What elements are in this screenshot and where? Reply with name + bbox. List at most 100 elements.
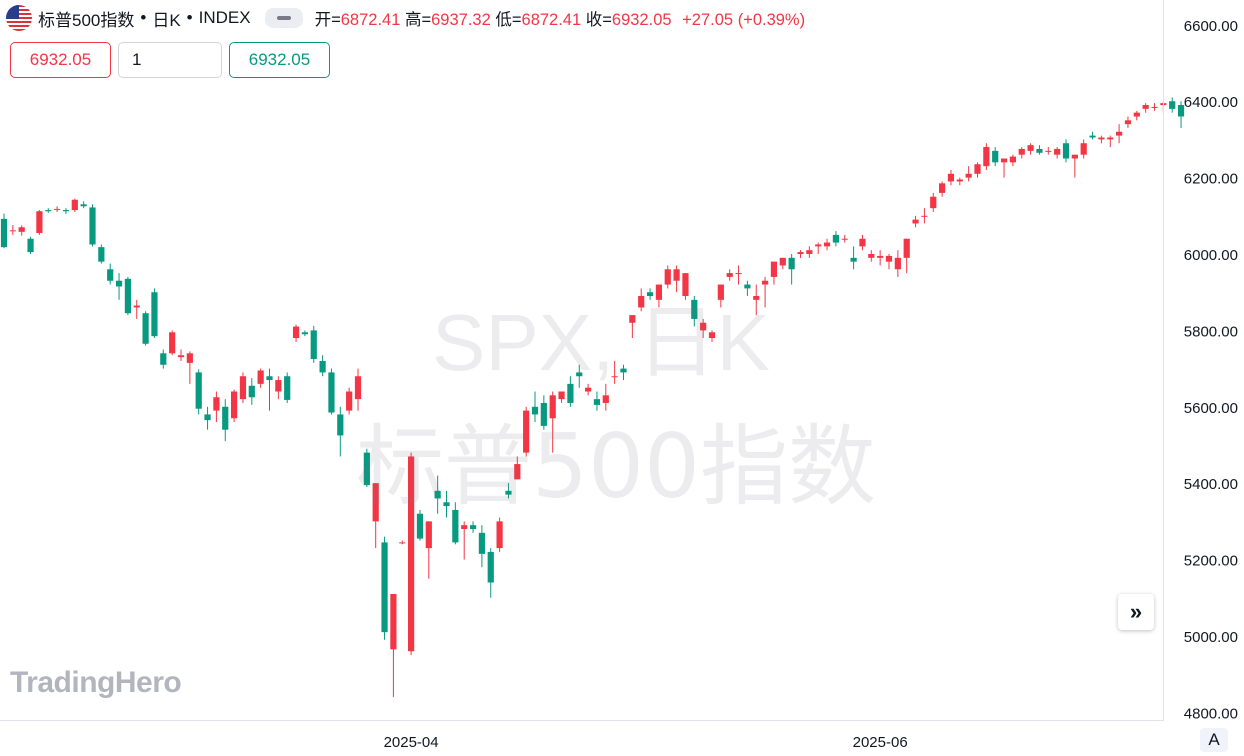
candle-body [823, 242, 831, 247]
candle-body [921, 215, 928, 217]
candle-body [18, 227, 25, 232]
candle-body [930, 196, 937, 209]
candle-body [399, 542, 406, 544]
candle-body [859, 238, 866, 247]
candle-body [523, 410, 530, 453]
candle-body [664, 269, 671, 285]
candle-body [505, 490, 512, 495]
candle-body [514, 464, 521, 480]
candle-body [726, 273, 733, 277]
ohlc-legend: 开=6872.41 高=6937.32 低=6872.41 收=6932.05 … [315, 6, 806, 30]
candle-body [832, 234, 839, 243]
minus-icon [276, 16, 291, 20]
candle-body [744, 284, 751, 289]
candle-body [806, 250, 813, 255]
candle-body [275, 380, 282, 392]
candle-body [1142, 105, 1149, 109]
candle-body [292, 326, 300, 339]
double-chevron-right-icon: » [1129, 599, 1143, 624]
candle-body [540, 402, 547, 426]
candle-body [1036, 148, 1043, 153]
candle-body [284, 376, 291, 400]
candle-body [762, 280, 769, 285]
candle-body [797, 252, 804, 255]
candle-body [443, 502, 450, 507]
candle-body [894, 257, 901, 270]
price-tick-label: 6000.00 [1184, 247, 1238, 264]
separator-dot-2: • [186, 8, 193, 27]
candle-body [983, 147, 990, 167]
candle-body [708, 332, 716, 339]
quantity-input[interactable]: 1 [118, 42, 222, 78]
price-axis: 4800.00 5000.00 5200.00 5400.00 5600.00 5800.… [1184, 18, 1238, 723]
candle-body [850, 257, 857, 262]
candle-body [301, 332, 308, 335]
candle-body [266, 376, 273, 381]
us-flag-icon [6, 5, 32, 31]
interval-label[interactable]: 日K [152, 10, 181, 30]
trade-panel: 6932.05 1 6932.05 [10, 42, 330, 78]
candle-body [89, 207, 96, 245]
candle-body [142, 313, 149, 344]
candle-body [27, 238, 34, 253]
collapse-legend-button[interactable] [264, 8, 303, 28]
candle-body [1080, 143, 1087, 155]
watermark-name: 标普500指数 [356, 415, 876, 518]
candle-body [186, 353, 193, 363]
candle-body [222, 406, 229, 430]
change-percent: (+0.39%) [737, 11, 806, 29]
candle-body [531, 406, 539, 415]
high-value: 6937.32 [431, 11, 491, 29]
candle-body [682, 273, 689, 297]
chart-header: 标普500指数 • 日K • INDEX 开=6872.41 高=6937.32… [6, 5, 806, 31]
candle-body [469, 525, 477, 530]
candle-body [195, 372, 202, 409]
sell-button[interactable]: 6932.05 [10, 42, 111, 78]
candle-body [381, 542, 388, 633]
price-tick-label: 5800.00 [1184, 323, 1238, 340]
price-tick-label: 6600.00 [1184, 18, 1238, 35]
candle-body [585, 387, 592, 392]
price-tick-label: 5000.00 [1184, 629, 1238, 646]
candle-body [1045, 150, 1052, 152]
exchange-label: INDEX [198, 8, 251, 27]
candle-body [390, 593, 397, 650]
scroll-to-realtime-button[interactable]: » [1118, 594, 1154, 630]
candle-body [337, 414, 344, 436]
candle-body [62, 210, 70, 212]
candle-body [1107, 137, 1114, 140]
candle-body [912, 219, 919, 224]
low-label: 低= [495, 11, 522, 29]
separator-dot: • [140, 8, 147, 27]
candle-body [700, 322, 707, 331]
candle-body [1098, 137, 1105, 140]
candle-body [753, 296, 760, 300]
candle-body [213, 397, 220, 411]
candle-body [965, 173, 972, 178]
price-tick-label: 5600.00 [1184, 400, 1238, 417]
price-tick-label: 4800.00 [1184, 705, 1238, 722]
symbol-name[interactable]: 标普500指数 [38, 10, 135, 30]
candle-body [124, 278, 131, 314]
low-value: 6872.41 [521, 11, 582, 29]
candle-body [885, 255, 893, 262]
candle-body [779, 257, 786, 266]
price-tick-label: 6400.00 [1184, 94, 1238, 111]
change-value: +27.05 [682, 11, 734, 29]
candle-body [956, 179, 963, 182]
candle-body [487, 551, 494, 583]
candle-body [151, 292, 158, 337]
candle-body [593, 399, 601, 405]
buy-button[interactable]: 6932.05 [229, 42, 330, 78]
candle-body [160, 353, 167, 365]
candle-body [655, 284, 662, 300]
price-tick-label: 6200.00 [1184, 171, 1238, 188]
price-tick-label: 5200.00 [1184, 553, 1238, 570]
auto-scale-button[interactable]: A [1200, 728, 1228, 752]
candle-body [231, 391, 238, 419]
candle-body [71, 199, 78, 211]
candle-body [1018, 148, 1025, 155]
candle-body [691, 299, 698, 319]
candle-body [346, 391, 353, 411]
